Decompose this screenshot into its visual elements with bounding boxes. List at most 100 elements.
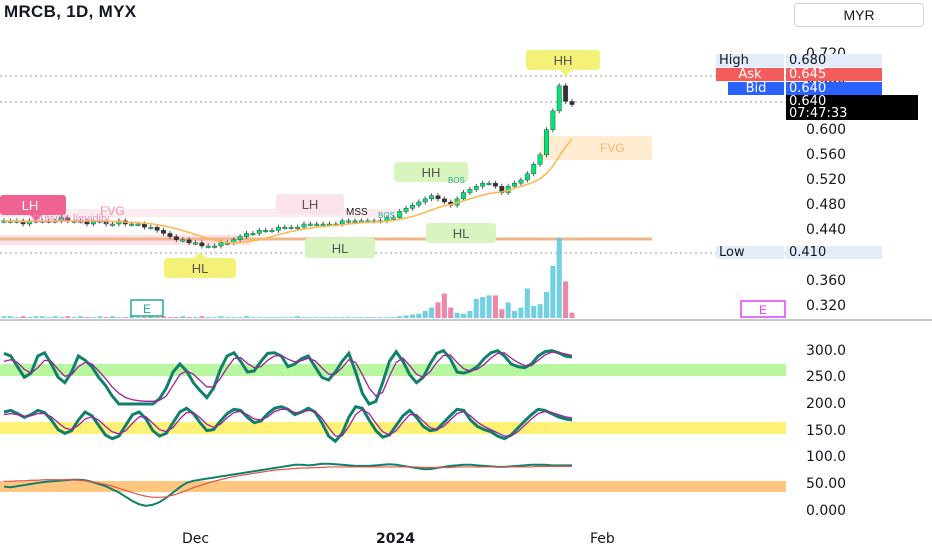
fvg-zone-left bbox=[0, 209, 400, 217]
volume-bar bbox=[339, 317, 345, 318]
candle-body bbox=[473, 186, 479, 190]
volume-bar bbox=[84, 317, 90, 318]
candle-body bbox=[397, 211, 403, 218]
hh-top-label[interactable]: HH bbox=[526, 50, 600, 76]
earnings-left-marker[interactable]: E bbox=[130, 299, 164, 317]
volume-bar bbox=[333, 317, 339, 318]
candle-body bbox=[199, 242, 205, 247]
moving-average-line bbox=[4, 138, 573, 244]
price-tick-5: 0.520 bbox=[806, 172, 847, 188]
volume-bar bbox=[167, 317, 173, 318]
candle-body bbox=[269, 230, 275, 232]
lh-mid-label[interactable]: LH bbox=[276, 194, 344, 214]
volume-bar bbox=[263, 317, 269, 318]
volume-bar bbox=[390, 317, 396, 318]
candle-body bbox=[524, 173, 530, 181]
volume-bar bbox=[148, 316, 154, 318]
bid-value: 0.640 bbox=[786, 82, 882, 95]
candle-body bbox=[129, 223, 135, 226]
candle-body bbox=[435, 195, 441, 200]
hl-left-label[interactable]: HL bbox=[164, 252, 236, 278]
volume-bar bbox=[65, 316, 71, 318]
volume-bar bbox=[58, 317, 64, 318]
volume-bar bbox=[320, 317, 326, 318]
candle-body bbox=[339, 220, 345, 225]
price-tick-9: 0.360 bbox=[806, 272, 847, 289]
volume-bar bbox=[243, 316, 250, 318]
hl-right-text: HL bbox=[453, 226, 470, 241]
earnings-left-text: E bbox=[143, 302, 151, 316]
volume-bar bbox=[512, 311, 518, 318]
volume-bar bbox=[569, 312, 575, 318]
high-value: 0.680 bbox=[786, 54, 882, 67]
hl-mid-label[interactable]: HL bbox=[305, 238, 375, 258]
volume-bar bbox=[346, 317, 352, 318]
candle-body bbox=[403, 208, 409, 212]
earnings-right-marker[interactable]: E bbox=[740, 300, 786, 318]
volume-bar bbox=[135, 317, 141, 318]
candle-body bbox=[250, 233, 256, 236]
volume-bar bbox=[448, 307, 454, 318]
candle-body bbox=[320, 223, 326, 226]
oscillator-line-1 bbox=[3, 351, 573, 402]
candle-body bbox=[20, 220, 26, 225]
volume-bar bbox=[154, 317, 160, 318]
price-tick-10: 0.320 bbox=[806, 297, 847, 314]
time-tick-2: Feb bbox=[590, 531, 615, 547]
hh-mid-label[interactable]: HH bbox=[394, 162, 468, 182]
candle-body bbox=[135, 223, 141, 226]
volume-bar bbox=[269, 317, 275, 318]
candle-body bbox=[492, 182, 498, 187]
volume-bar bbox=[52, 316, 58, 318]
candle-body bbox=[282, 226, 288, 229]
hh-top-text: HH bbox=[554, 53, 573, 68]
volume-bar bbox=[416, 313, 422, 318]
volume-bar bbox=[71, 317, 77, 318]
candle-body bbox=[346, 220, 352, 223]
candle-body bbox=[410, 204, 415, 209]
volume-bar bbox=[422, 311, 428, 318]
candle-body bbox=[352, 220, 358, 223]
volume-bar bbox=[307, 317, 313, 318]
volume-bar bbox=[78, 316, 84, 318]
volume-bar bbox=[492, 295, 498, 318]
volume-bar bbox=[518, 307, 524, 318]
candle-body bbox=[486, 182, 492, 185]
volume-bar bbox=[90, 317, 96, 318]
candle-body bbox=[314, 223, 320, 226]
oscillator-tick-3: 150.0 bbox=[806, 422, 847, 439]
lh-mid-text: LH bbox=[302, 197, 319, 212]
lh-left-label[interactable]: LH bbox=[0, 195, 66, 221]
volume-bar bbox=[186, 317, 192, 318]
candle-body bbox=[141, 223, 147, 228]
hl-right-label[interactable]: HL bbox=[426, 223, 496, 243]
ask-label: Ask bbox=[716, 68, 784, 81]
volume-group bbox=[1, 238, 575, 318]
price-tick-6: 0.480 bbox=[806, 197, 847, 214]
oscillator-tick-1: 250.0 bbox=[806, 369, 847, 386]
volume-bar bbox=[441, 293, 447, 318]
candle-body bbox=[148, 226, 154, 229]
volume-bar bbox=[429, 307, 435, 318]
currency-button[interactable]: MYR bbox=[794, 3, 924, 27]
candle-body bbox=[186, 239, 192, 244]
fvg-left-text: FVG bbox=[100, 204, 125, 218]
volume-bar bbox=[403, 315, 409, 318]
hl-left-text: HL bbox=[192, 261, 209, 276]
volume-bar bbox=[173, 317, 179, 318]
volume-bar bbox=[46, 317, 52, 318]
candle-body bbox=[461, 192, 466, 200]
price-tick-3: 0.600 bbox=[806, 121, 847, 138]
volume-bar bbox=[467, 311, 473, 318]
volume-bar bbox=[97, 316, 103, 318]
candle-body bbox=[531, 164, 537, 174]
volume-bar bbox=[326, 317, 333, 318]
candle-body bbox=[167, 233, 173, 237]
candle-body bbox=[154, 226, 160, 231]
mss-text: MSS bbox=[346, 207, 368, 218]
volume-bar bbox=[26, 317, 33, 318]
last-price-value: 0.640 bbox=[786, 95, 918, 108]
volume-bar bbox=[377, 317, 384, 318]
volume-bar bbox=[141, 317, 147, 318]
